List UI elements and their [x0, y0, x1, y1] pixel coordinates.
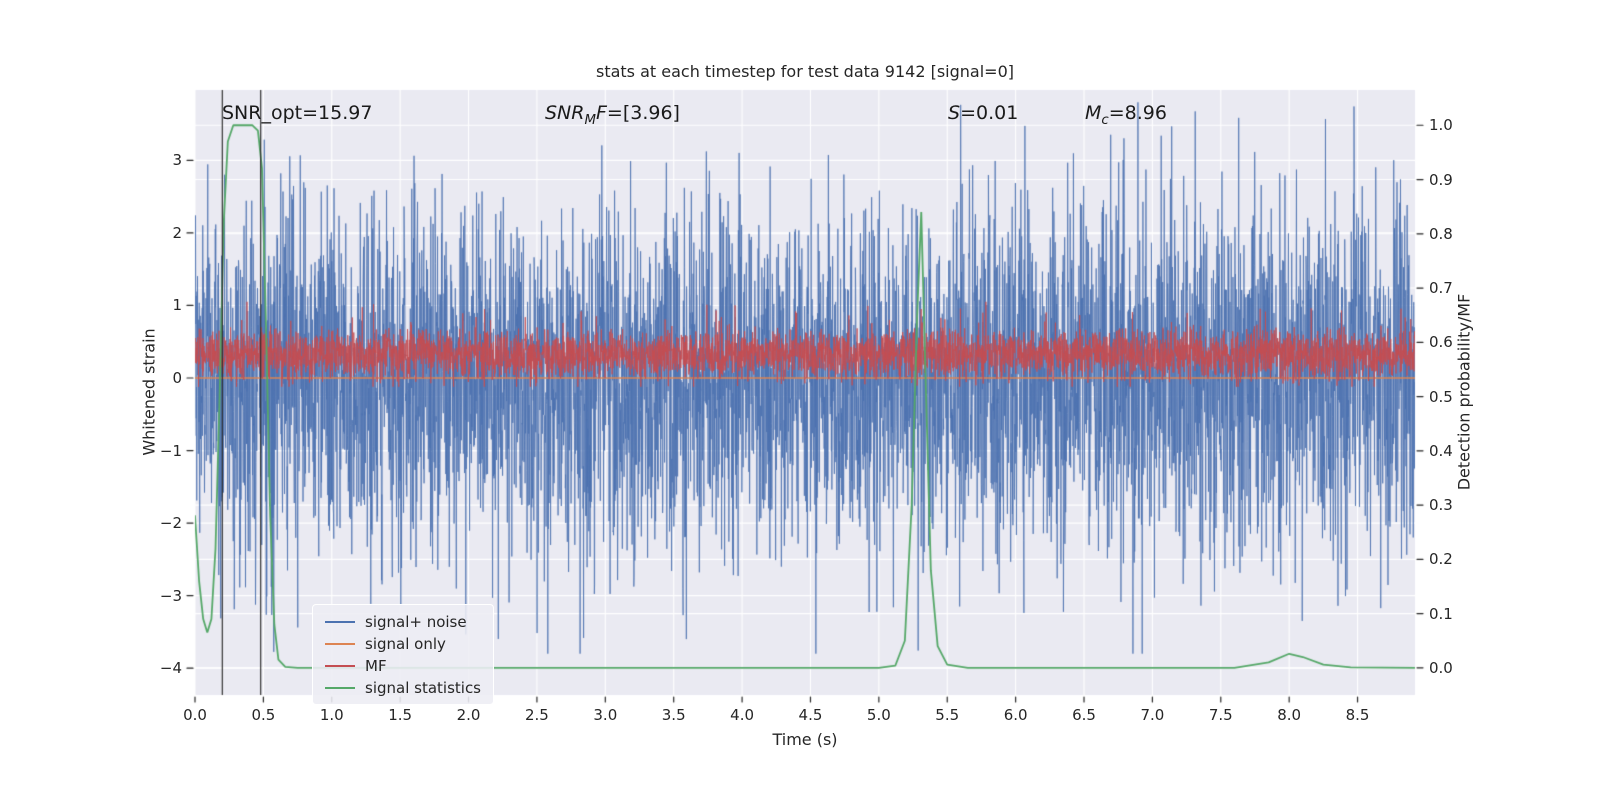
- y-right-tick-label: 1.0: [1429, 116, 1453, 135]
- x-tick-label: 5.5: [935, 706, 960, 724]
- legend-label: MF: [365, 656, 387, 675]
- y-right-tick-label: 0.1: [1429, 604, 1453, 623]
- y-left-tick-label: −4: [159, 659, 182, 678]
- x-tick-label: 7.0: [1140, 706, 1165, 724]
- x-tick-label: 6.5: [1072, 706, 1096, 724]
- y-axis-label-right: Detection probability/MF: [1454, 293, 1474, 491]
- x-tick-label: 5.0: [866, 706, 891, 724]
- x-tick-label: 6.0: [1003, 706, 1028, 724]
- legend-item: signal statistics: [325, 678, 482, 697]
- x-tick-label: 1.0: [319, 706, 344, 724]
- legend-swatch: [325, 620, 355, 623]
- annotation-mc-var: M: [1085, 102, 1102, 124]
- annotation-snr-mf: SNRMF=[3.96]: [545, 102, 680, 128]
- x-tick-label: 7.5: [1208, 706, 1233, 724]
- x-tick-label: 8.5: [1345, 706, 1370, 724]
- legend-item: MF: [325, 656, 481, 675]
- y-right-tick-label: 0.4: [1429, 441, 1453, 460]
- annotation-mc-rest: =8.96: [1108, 102, 1167, 124]
- y-right-tick-label: 0.7: [1429, 279, 1453, 298]
- legend: signal+ noise signal only MF signal statist…: [312, 604, 495, 705]
- x-tick-label: 4.0: [730, 706, 755, 724]
- y-right-tick-label: 0.3: [1429, 496, 1453, 515]
- x-axis-label: Time (s): [772, 730, 838, 749]
- legend-swatch: [325, 686, 355, 689]
- annotation-s: S=0.01: [948, 102, 1018, 124]
- x-tick-label: 3.5: [661, 706, 686, 724]
- x-tick-label: 0.5: [251, 706, 276, 724]
- x-tick-label: 3.0: [593, 706, 618, 724]
- y-left-tick-label: 0: [172, 368, 182, 387]
- legend-label: signal statistics: [365, 678, 482, 697]
- y-left-tick-label: 1: [172, 296, 182, 315]
- y-left-tick-label: −2: [159, 514, 182, 533]
- x-tick-label: 2.5: [524, 706, 549, 724]
- y-right-tick-label: 0.6: [1429, 333, 1453, 352]
- annotation-snr-mf-var: SNR: [545, 102, 585, 124]
- y-right-tick-label: 0.8: [1429, 224, 1453, 243]
- y-left-tick-label: 3: [172, 151, 182, 170]
- y-left-tick-label: 2: [172, 223, 182, 242]
- annotation-snr-opt: SNR_opt=15.97: [222, 102, 373, 124]
- annotation-snr-mf-rest: =[3.96]: [606, 102, 680, 124]
- x-tick-label: 8.0: [1277, 706, 1302, 724]
- legend-item: signal+ noise: [325, 612, 481, 631]
- legend-label: signal only: [365, 634, 446, 653]
- annotation-mc: Mc=8.96: [1085, 102, 1167, 128]
- x-tick-label: 2.0: [456, 706, 481, 724]
- annotation-mc-sub: c: [1101, 112, 1109, 128]
- y-left-tick-label: −1: [159, 441, 182, 460]
- legend-label: signal+ noise: [365, 612, 467, 631]
- legend-swatch: [325, 664, 355, 667]
- legend-item: signal only: [325, 634, 481, 653]
- y-left-tick-label: −3: [159, 586, 182, 605]
- x-tick-label: 1.5: [388, 706, 413, 724]
- annotation-s-rest: =0.01: [960, 102, 1019, 124]
- x-tick-label: 0.0: [183, 706, 207, 724]
- y-right-tick-label: 0.0: [1429, 658, 1453, 677]
- annotation-s-var: S: [948, 102, 961, 124]
- legend-swatch: [325, 642, 355, 645]
- y-right-tick-label: 0.9: [1429, 170, 1453, 189]
- chart-title: stats at each timestep for test data 914…: [595, 62, 1014, 81]
- y-right-tick-label: 0.2: [1429, 550, 1453, 569]
- y-right-tick-label: 0.5: [1429, 387, 1453, 406]
- x-tick-label: 4.5: [798, 706, 823, 724]
- y-axis-label-left: Whitened strain: [139, 328, 159, 456]
- annotation-snr-mf-sub: M: [584, 112, 596, 128]
- annotation-snr-mf-var2: F: [595, 102, 607, 124]
